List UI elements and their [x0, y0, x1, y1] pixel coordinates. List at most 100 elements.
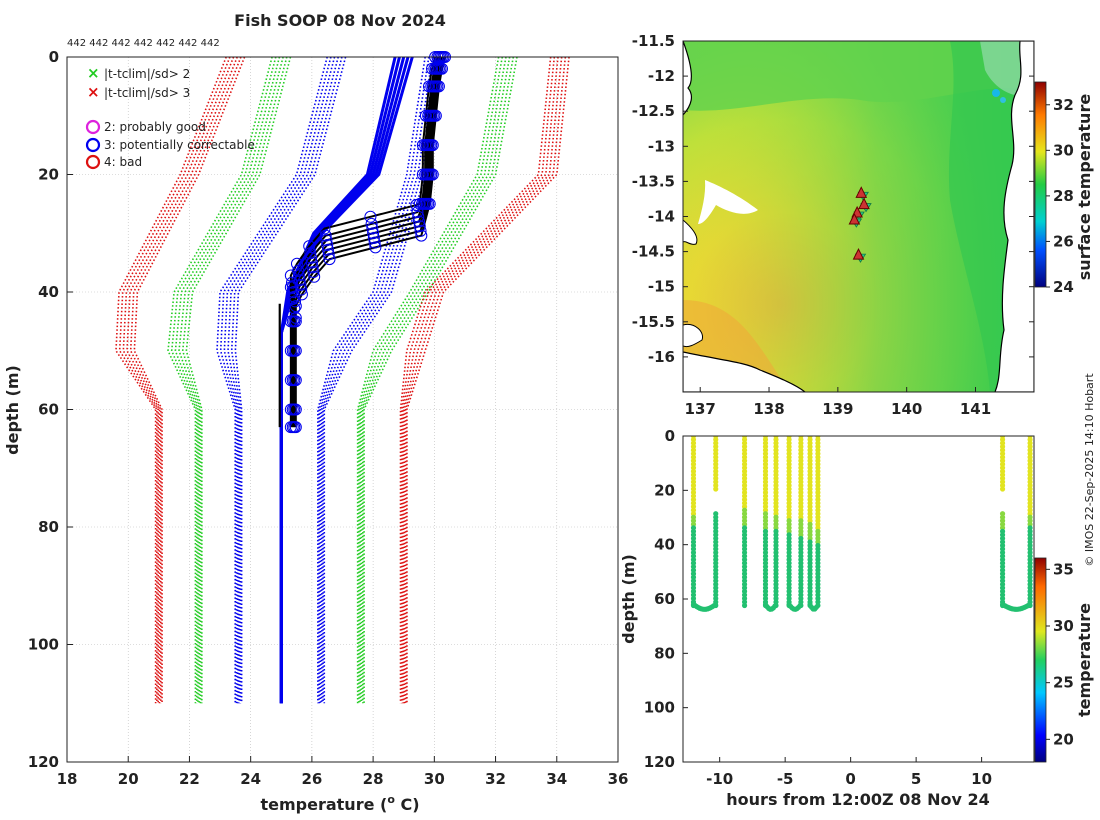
climatology-line-minus3sd	[126, 56, 238, 704]
sst-colorbar-tick-label: 30	[1053, 141, 1074, 159]
map-ytick-label: -15.5	[632, 313, 675, 331]
flag-circle-3	[321, 239, 334, 251]
sst-colorbar-tick-label: 28	[1053, 187, 1074, 205]
climatology-line-minus1sd	[223, 56, 336, 704]
sst-colorbar-ticks: 24 26 28 30 32	[1046, 96, 1074, 296]
flag-circle-3	[369, 241, 382, 254]
flag-circle-3	[319, 229, 332, 242]
flag-circle-3	[289, 403, 302, 416]
flag-circle-3	[321, 243, 334, 256]
flag-circle-3	[320, 234, 333, 247]
section-ytick-label: 100	[644, 699, 675, 717]
flag-circle-3	[318, 222, 331, 235]
map-ytick-label: -12.5	[632, 102, 675, 120]
flag-circle-3	[288, 302, 301, 315]
station-marker-red	[848, 212, 861, 225]
profile-xtick-label: 24	[240, 770, 261, 788]
climatology-line-plus1sd	[319, 56, 434, 704]
climatology-line-minus3sd	[129, 56, 242, 704]
map-ytick-label: -16	[648, 348, 675, 366]
climatology-line-plus3sd	[402, 56, 559, 704]
climatology-line-minus1sd	[230, 56, 343, 704]
climatology-line-plus2sd	[358, 56, 504, 704]
section-bottom-point	[772, 603, 778, 609]
section-ytick-label: 80	[654, 644, 675, 662]
flag-circle-3	[305, 251, 318, 264]
climatology-line-plus3sd	[399, 56, 552, 704]
flag-circle-3	[285, 276, 298, 289]
map-ytick-label: -11.5	[632, 32, 675, 50]
section-bottom-point	[797, 602, 803, 609]
profile-ytick-label: 100	[28, 636, 59, 654]
section-xtick-label: 5	[911, 770, 921, 788]
section-xlabel: hours from 12:00Z 08 Nov 24	[726, 790, 989, 809]
legend-circle-magenta-label: 2: probably good	[104, 120, 206, 134]
flag-circle-3	[364, 210, 377, 223]
chart-title: Fish SOOP 08 Nov 2024	[234, 11, 446, 30]
climatology-line-minus1sd	[234, 56, 347, 704]
climatology-line-minus1sd	[219, 56, 332, 704]
section-sample-point	[741, 602, 748, 609]
flag-circle-3	[289, 311, 302, 324]
legend-circle-magenta-marker	[85, 119, 101, 135]
climatology-line-minus2sd	[185, 56, 292, 704]
legend-circle-blue-label: 3: potentially correctable	[104, 138, 255, 152]
flag-circle-3	[367, 227, 380, 240]
map-ytick-label: -13	[648, 137, 675, 155]
profile-ytick-label: 40	[38, 283, 59, 301]
flag-circle-3	[429, 109, 442, 122]
climatology-line-minus3sd	[115, 56, 227, 704]
profile-xtick-label: 18	[57, 770, 78, 788]
profile-ticks: 18 20 22 24 26 28 30 32 34 36 0 20 40 60 80 100 120	[28, 48, 629, 788]
flag-circle-3	[415, 229, 428, 242]
climatology-line-minus2sd	[170, 56, 277, 704]
section-ytick-label: 0	[665, 427, 675, 445]
flag-circle-3	[366, 222, 379, 235]
climatology-line-plus3sd	[404, 56, 567, 704]
section-ytick-label: 120	[644, 753, 675, 771]
section-colorbar-tick-label: 35	[1053, 560, 1074, 578]
climatology-line-plus2sd	[361, 56, 515, 704]
sst-colorbar-tick-label: 24	[1053, 278, 1074, 296]
flag-circle-3	[295, 283, 308, 296]
map-ytick-label: -14.5	[632, 243, 675, 261]
station-marker-red	[858, 197, 870, 210]
profile-ytick-label: 60	[38, 401, 59, 419]
climatology-line-plus2sd	[360, 56, 511, 704]
section-bottom-point	[813, 604, 819, 610]
flag-circle-3	[322, 248, 335, 261]
flag-circle-3	[412, 210, 425, 223]
observed-profiles	[278, 51, 452, 434]
flag-circle-3	[304, 247, 317, 260]
profile-xtick-label: 26	[301, 770, 322, 788]
flag-circle-3	[367, 231, 380, 244]
climatology-line-plus2sd	[363, 56, 518, 704]
legend-cross-red-marker: ×	[87, 83, 100, 101]
flag-circle-3	[307, 266, 320, 279]
profile-xtick-label: 34	[546, 770, 567, 788]
flag-circle-3	[305, 256, 318, 269]
map-xtick-label: 138	[753, 400, 784, 418]
map-ytick-label: -15	[648, 278, 675, 296]
flag-circle-3	[423, 197, 436, 210]
legend-cross-green-marker: ×	[87, 64, 100, 82]
flag-circle-3	[293, 274, 306, 287]
legend-cross-red-label: |t-tclim|/sd> 3	[104, 86, 190, 100]
profile-legend: × |t-tclim|/sd> 2 × |t-tclim|/sd> 3 2: p…	[85, 64, 255, 170]
climatology-line-minus2sd	[167, 56, 273, 704]
section-bottom-point	[712, 602, 719, 608]
profile-xtick-label: 20	[118, 770, 139, 788]
flag-circle-3	[289, 421, 302, 434]
legend-cross-green-label: |t-tclim|/sd> 2	[104, 67, 190, 81]
map-ticks: 137 138 139 140 141 -11.5 -12 -12.5 -13 -13.5 -14 -…	[632, 32, 1034, 418]
section-axes-box	[682, 435, 1035, 763]
station-markers	[848, 186, 872, 263]
section-colorbar-tick-label: 30	[1053, 617, 1074, 635]
flag-circle-3	[289, 374, 302, 387]
sst-colorbar	[1034, 81, 1047, 288]
climatology-line-plus1sd	[318, 56, 430, 704]
profile-ytick-label: 120	[28, 753, 59, 771]
climatology-line-plus2sd	[359, 56, 507, 704]
flag-circle-3	[308, 270, 321, 283]
flag-circle-3	[289, 315, 302, 328]
